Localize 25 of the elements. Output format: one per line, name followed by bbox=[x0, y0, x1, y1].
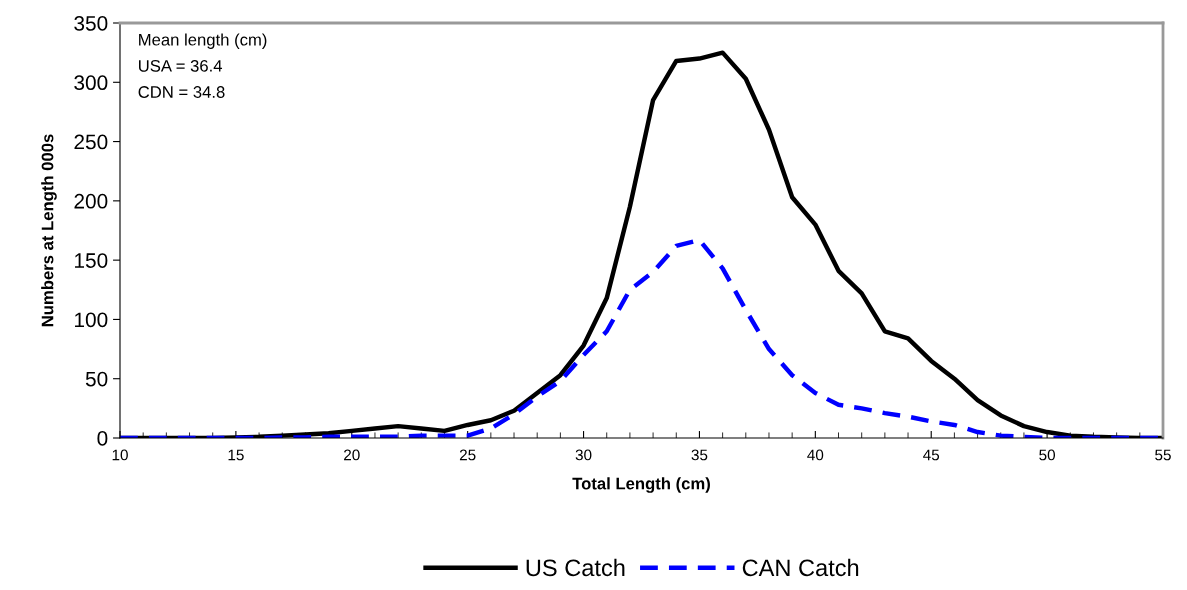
y-tick-label: 100 bbox=[75, 312, 108, 328]
y-tick-label: 250 bbox=[74, 134, 108, 150]
y-tick-label: 350 bbox=[74, 16, 108, 31]
x-axis-title: Total Length (cm) bbox=[572, 477, 710, 493]
legend-label: US Catch bbox=[526, 558, 625, 577]
y-axis-title: Numbers at Length 000s bbox=[41, 134, 57, 327]
annotation: CDN = 34.8 bbox=[138, 86, 225, 98]
x-tick-label: 10 bbox=[112, 449, 128, 461]
x-tick-label: 15 bbox=[228, 449, 244, 461]
y-tick-label: 50 bbox=[85, 371, 108, 387]
annotation: USA = 36.4 bbox=[139, 59, 223, 72]
y-tick-label: 0 bbox=[97, 431, 108, 446]
y-tick-label: 300 bbox=[74, 75, 108, 91]
legend-label: CAN Catch bbox=[742, 558, 859, 577]
y-tick-label: 200 bbox=[74, 193, 108, 209]
x-tick-label: 50 bbox=[1039, 449, 1056, 461]
x-tick-label: 30 bbox=[575, 449, 592, 461]
x-tick-label: 40 bbox=[807, 449, 824, 461]
annotation: Mean length (cm) bbox=[139, 33, 267, 49]
y-tick-label: 150 bbox=[75, 253, 108, 268]
x-tick-label: 45 bbox=[923, 449, 940, 461]
x-tick-label: 20 bbox=[344, 449, 360, 461]
x-tick-label: 55 bbox=[1155, 449, 1171, 461]
x-tick-label: 25 bbox=[459, 449, 476, 461]
x-tick-label: 35 bbox=[691, 449, 708, 461]
